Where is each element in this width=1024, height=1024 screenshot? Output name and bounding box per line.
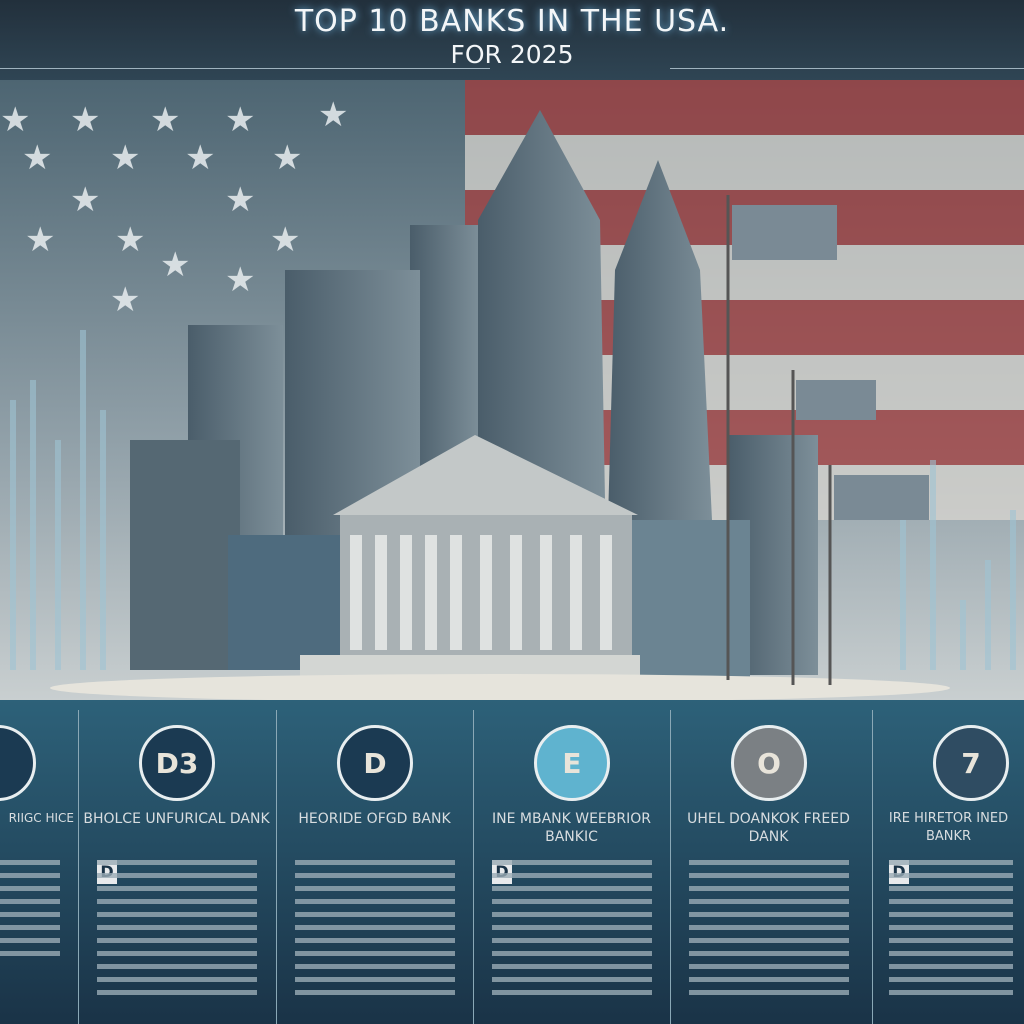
bank-description: D: [492, 860, 652, 1003]
bank-description: [0, 860, 60, 964]
bank-card[interactable]: O UHEL DOANKOK FREED DANK: [670, 710, 866, 1024]
rank-badge: D: [337, 725, 413, 801]
star-icon: ★: [270, 220, 301, 260]
star-icon: ★: [70, 180, 101, 220]
glass-building: [632, 520, 750, 680]
waving-flag-icon: [796, 380, 876, 420]
rank-badge: D3: [139, 725, 215, 801]
star-icon: ★: [160, 245, 191, 285]
bank-description: [689, 860, 849, 1003]
bank-cards: RIIGC HICE D3 BHOLCE UNFURICAL DANK D D HEO…: [0, 700, 1024, 1024]
header: TOP 10 BANKS IN THE USA. FOR 2025: [0, 0, 1024, 80]
star-icon: ★: [150, 100, 181, 140]
star-icon: ★: [115, 220, 146, 260]
bank-skyline-illustration: ★ ★ ★ ★ ★ ★ ★ ★ ★ ★ ★ ★ ★ ★ ★ ★ ★: [0, 80, 1024, 700]
spire-tower: [478, 110, 605, 500]
plaza: [50, 674, 950, 700]
bank-card[interactable]: RIIGC HICE: [0, 710, 78, 1024]
bank-name: HEORIDE OFGD BANK: [298, 811, 451, 827]
bank-card[interactable]: E INE MBANK WEEBRIOR BANKIC D: [473, 710, 669, 1024]
bank-name: RIIGC HICE: [8, 811, 74, 825]
star-icon: ★: [110, 138, 141, 178]
star-icon: ★: [70, 100, 101, 140]
bank-card[interactable]: D3 BHOLCE UNFURICAL DANK D: [78, 710, 274, 1024]
spire-tower: [608, 160, 712, 520]
rank-badge: 7: [933, 725, 1009, 801]
bank-name: UHEL DOANKOK FREED DANK: [687, 811, 850, 845]
bank-description: [295, 860, 455, 1003]
divider: [0, 68, 490, 69]
bank-name: IRE HIRETOR INED BANKR: [888, 811, 1009, 844]
bank-card[interactable]: D HEORIDE OFGD BANK: [276, 710, 472, 1024]
buildings: [10, 110, 1016, 700]
bank-pediment: [333, 435, 638, 515]
page-title: TOP 10 BANKS IN THE USA.: [294, 4, 730, 39]
waving-flag-icon: [834, 475, 929, 520]
star-icon: ★: [0, 100, 31, 140]
rank-badge: E: [534, 725, 610, 801]
bank-card[interactable]: 7 IRE HIRETOR INED BANKR D: [872, 710, 1024, 1024]
rank-badge: O: [731, 725, 807, 801]
star-icon: ★: [25, 220, 56, 260]
flagpoles: [726, 195, 832, 685]
bank-name: BHOLCE UNFURICAL DANK: [83, 811, 270, 827]
star-icon: ★: [110, 280, 141, 320]
bank-name: INE MBANK WEEBRIOR BANKIC: [491, 811, 651, 845]
rank-badge: [0, 725, 36, 801]
star-icon: ★: [22, 138, 53, 178]
bank-columns: [350, 535, 612, 650]
page-subtitle: FOR 2025: [450, 40, 574, 69]
star-icon: ★: [225, 260, 256, 300]
tower: [130, 440, 240, 670]
star-icon: ★: [185, 138, 216, 178]
divider: [670, 68, 1024, 69]
waving-flag-icon: [732, 205, 837, 260]
bank-description: D: [889, 860, 1013, 1003]
bank-description: D: [97, 860, 257, 1003]
star-icon: ★: [272, 138, 303, 178]
star-icon: ★: [225, 180, 256, 220]
glass-building: [228, 535, 348, 670]
star-icon: ★: [318, 95, 349, 135]
star-icon: ★: [225, 100, 256, 140]
